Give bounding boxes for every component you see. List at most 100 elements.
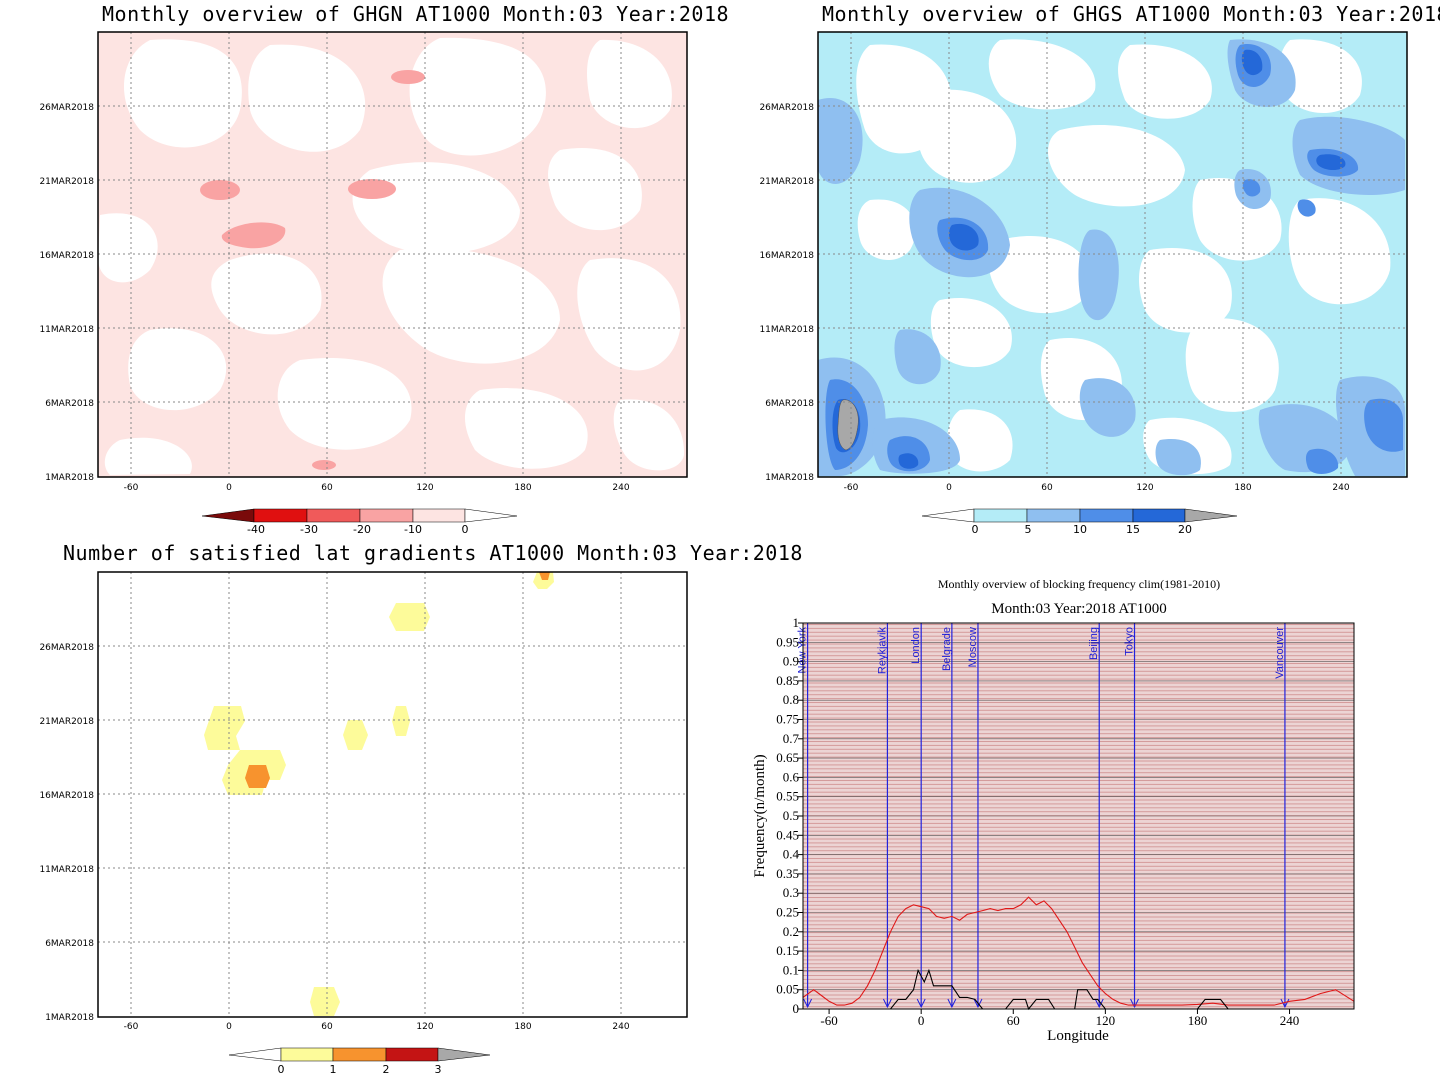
ghgn-xtick: 0 (226, 483, 232, 493)
city-label: Tokyo (1124, 627, 1136, 656)
x-tick-label: 120 (1096, 1013, 1116, 1028)
city-arrow (1094, 998, 1104, 1009)
ghgs-xtick: 60 (1041, 483, 1053, 493)
x-tick-label: 0 (918, 1013, 925, 1028)
gradients-ytick: 26MAR2018 (39, 643, 94, 653)
ghgn-colorbar-label: -30 (300, 523, 318, 536)
y-tick-label: 0.2 (783, 924, 799, 939)
ghgn-y-ticks: 1MAR2018 6MAR2018 11MAR2018 16MAR2018 21… (39, 103, 94, 483)
ghgs-title: Monthly overview of GHGS AT1000 Month:03… (822, 2, 1440, 26)
ghgs-xtick: 240 (1332, 483, 1349, 493)
ghgn-gridlines (98, 32, 687, 477)
y-tick-label: 0.15 (776, 943, 799, 958)
y-tick-label: 0.9 (783, 654, 799, 669)
ghgs-colorbar-label: 10 (1073, 523, 1087, 536)
ghgs-colorbar-label: 0 (972, 523, 979, 536)
gradients-title: Number of satisfied lat gradients AT1000… (63, 541, 803, 565)
chart-frame (802, 622, 1355, 1010)
y-tick-label: 0.85 (776, 673, 799, 688)
chart-y-ticks: 0 0.05 0.1 0.15 0.2 0.25 0.3 0.35 0.4 0.45 0.5 0.55… (776, 615, 803, 1016)
gradients-colorbar-label: 1 (330, 1063, 337, 1076)
gradients-colorbar-label: 2 (383, 1063, 390, 1076)
ghgn-xtick: 120 (416, 483, 433, 493)
ghgn-colorbar: -40 -30 -20 -10 0 (201, 508, 518, 536)
ghgs-xtick: -60 (844, 483, 859, 493)
x-tick-label: 60 (1007, 1013, 1020, 1028)
y-tick-label: 0.75 (776, 712, 799, 727)
ghgn-ytick: 11MAR2018 (39, 325, 94, 335)
y-tick-label: 0.25 (776, 905, 799, 920)
ghgn-ytick: 16MAR2018 (39, 251, 94, 261)
ghgs-ytick: 11MAR2018 (759, 325, 814, 335)
ghgs-xtick: 180 (1234, 483, 1251, 493)
ghgs-colorbar-label: 20 (1178, 523, 1192, 536)
y-tick-label: 0.5 (783, 808, 799, 823)
gradients-xtick: 0 (226, 1022, 232, 1032)
ghgs-x-ticks: -60 0 60 120 180 240 (844, 483, 1350, 493)
gradients-level-2-top (539, 572, 550, 580)
gradients-gridlines (98, 572, 687, 1017)
ghgs-map: 1MAR2018 6MAR2018 11MAR2018 16MAR2018 21… (759, 31, 1408, 493)
ghgn-xtick: 240 (612, 483, 629, 493)
y-tick-label: 1 (793, 615, 800, 630)
gradients-x-ticks: -60 0 60 120 180 240 (124, 1022, 630, 1032)
ghgn-xtick: 60 (321, 483, 333, 493)
ghgs-ytick: 21MAR2018 (759, 177, 814, 187)
chart-city-markers: New York Reykjavik London Belgrade Moscow Bei… (797, 623, 1290, 1009)
series-line-0 (802, 896, 1355, 1006)
ghgs-colorbar-label: 5 (1025, 523, 1032, 536)
ghgn-colorbar-label: -10 (404, 523, 422, 536)
ghgn-colorbar-label: -40 (247, 523, 265, 536)
gradients-xtick: 120 (416, 1022, 433, 1032)
blocking-chart: Monthly overview of blocking frequency c… (752, 577, 1355, 1044)
gradients-ytick: 6MAR2018 (45, 939, 94, 949)
city-arrow (1130, 998, 1139, 1009)
gradients-ytick: 16MAR2018 (39, 791, 94, 801)
y-tick-label: 0.45 (776, 827, 799, 842)
ghgs-gridlines (818, 32, 1407, 477)
ghgs-ytick: 1MAR2018 (765, 473, 814, 483)
city-label: Reykjavik (876, 627, 888, 675)
ghgn-negative-regions (200, 70, 425, 470)
y-tick-label: 0.4 (783, 847, 800, 862)
gradients-xtick: -60 (124, 1022, 139, 1032)
gradients-map: 1MAR2018 6MAR2018 11MAR2018 16MAR2018 21… (39, 571, 688, 1032)
gradients-ytick: 11MAR2018 (39, 865, 94, 875)
gradients-ytick: 21MAR2018 (39, 717, 94, 727)
gradients-ytick: 1MAR2018 (45, 1013, 94, 1023)
gradients-colorbar-label: 0 (278, 1063, 285, 1076)
y-tick-label: 0.7 (783, 731, 800, 746)
ghgs-colorbar: 0 5 10 15 20 (921, 508, 1238, 536)
ghgn-title: Monthly overview of GHGN AT1000 Month:03… (102, 2, 730, 26)
ghgn-xtick: 180 (514, 483, 531, 493)
ghgn-ytick: 26MAR2018 (39, 103, 94, 113)
ghgs-over-range (837, 399, 859, 451)
y-tick-label: 0.1 (783, 962, 799, 977)
gradients-colorbar: 0 1 2 3 (228, 1047, 491, 1076)
y-tick-label: 0.8 (783, 692, 799, 707)
ghgs-xtick: 120 (1136, 483, 1153, 493)
city-arrow (803, 998, 813, 1009)
city-label: London (910, 627, 922, 664)
y-tick-label: 0.3 (783, 885, 799, 900)
chart-subtitle: Month:03 Year:2018 AT1000 (991, 601, 1166, 617)
chart-ylabel: Frequency(n/month) (752, 754, 768, 877)
ghgn-frame (97, 31, 688, 478)
gradients-colorbar-label: 3 (435, 1063, 442, 1076)
chart-x-ticks: -60 0 60 120 180 240 (820, 1009, 1299, 1028)
gradients-xtick: 240 (612, 1022, 629, 1032)
city-label: Moscow (967, 627, 979, 667)
ghgn-colorbar-label: -20 (353, 523, 371, 536)
chart-horizontal-gridlines (803, 622, 1354, 1010)
gradients-xtick: 60 (321, 1022, 333, 1032)
city-arrow (882, 998, 892, 1009)
y-tick-label: 0.95 (776, 634, 799, 649)
gradients-y-ticks: 1MAR2018 6MAR2018 11MAR2018 16MAR2018 21… (39, 643, 94, 1023)
city-label: Vancouver (1274, 627, 1286, 679)
ghgn-xtick: -60 (124, 483, 139, 493)
ghgn-white-regions (98, 37, 685, 475)
x-tick-label: 180 (1188, 1013, 1208, 1028)
x-tick-label: 240 (1280, 1013, 1300, 1028)
gradients-xtick: 180 (514, 1022, 531, 1032)
